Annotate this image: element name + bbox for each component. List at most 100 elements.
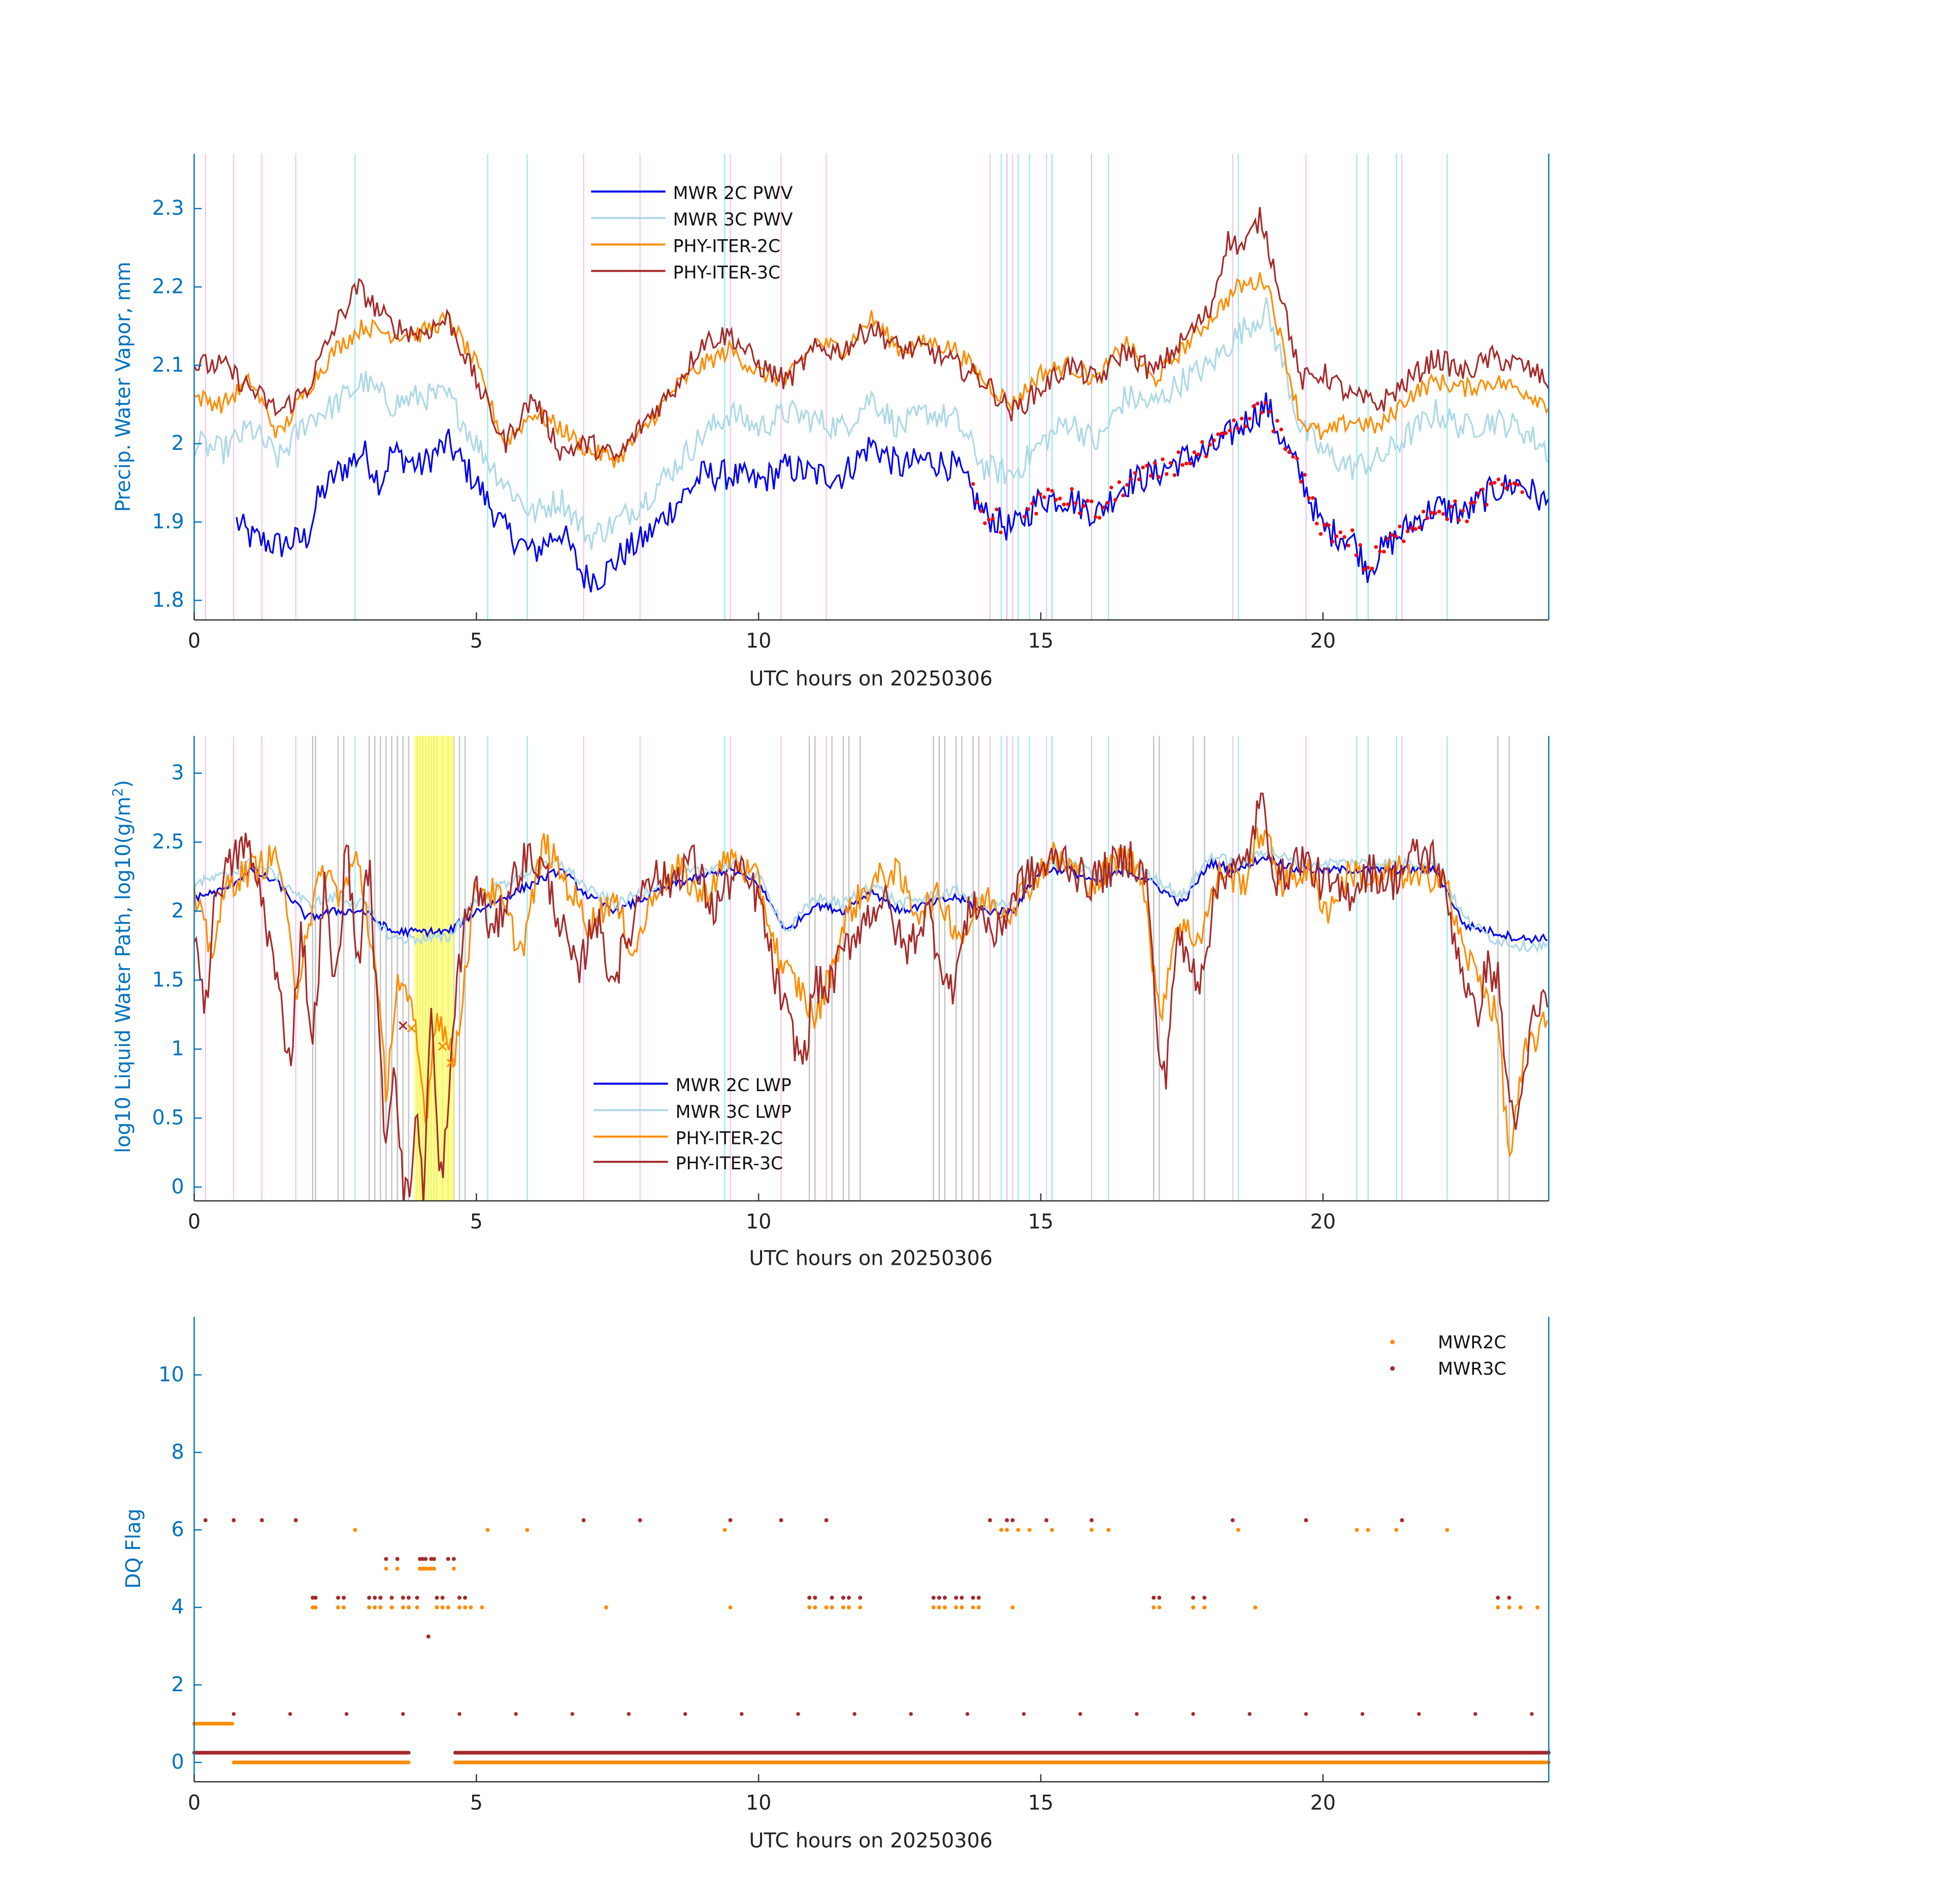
dq-point-mwr3c: [288, 1712, 292, 1716]
dq-point-mwr3c: [1230, 1518, 1235, 1523]
pwv-flag-marker: [1256, 402, 1260, 406]
pwv-flag-marker: [999, 530, 1003, 535]
pwv-flag-marker: [1030, 501, 1034, 506]
pwv-flag-marker: [1275, 419, 1279, 423]
dq-point-mwr3c: [1157, 1595, 1162, 1600]
pwv-flag-marker: [1176, 450, 1180, 454]
dq-point-mwr2c: [485, 1528, 490, 1532]
pwv-flag-marker: [1050, 489, 1054, 493]
pwv-flag-marker: [1382, 549, 1386, 554]
pwv-flag-marker: [1354, 553, 1359, 557]
dq-point-mwr2c: [937, 1605, 941, 1610]
lwp-y-tick-label: 2.5: [152, 830, 184, 853]
pwv-flag-marker: [1188, 462, 1193, 466]
dq-point-mwr3c: [976, 1595, 981, 1600]
dq-legend-label-mwr2c: MWR2C: [1438, 1333, 1506, 1353]
dq-x-tick-label: 0: [188, 1791, 201, 1815]
dq-point-mwr2c: [824, 1605, 829, 1610]
pwv-flag-marker: [1212, 438, 1216, 442]
pwv-flag-marker: [1386, 537, 1390, 541]
pwv-flag-marker: [1485, 503, 1489, 507]
pwv-flag-marker: [1172, 473, 1177, 477]
dq-point-mwr2c: [1394, 1528, 1399, 1532]
pwv-flag-marker: [1097, 516, 1102, 520]
dq-point-mwr2c: [807, 1605, 812, 1610]
dq-point-mwr3c: [813, 1595, 817, 1600]
pwv-flag-marker: [1168, 461, 1173, 465]
pwv-flag-marker: [1437, 509, 1441, 514]
pwv-flag-marker: [1338, 530, 1342, 535]
dq-point-mwr2c: [954, 1605, 959, 1610]
pwv-y-tick-label: 1.8: [152, 588, 184, 612]
pwv-flag-marker: [1129, 477, 1133, 481]
dq-y-tick-label: 2: [171, 1673, 184, 1696]
lwp-x-tick-label: 0: [188, 1210, 201, 1234]
dq-y-tick-label: 8: [171, 1440, 184, 1464]
pwv-flag-marker: [1303, 473, 1307, 477]
lwp-x-marker: [407, 1024, 416, 1033]
pwv-flag-marker: [1362, 567, 1366, 572]
dq-plot-area: [192, 1518, 1551, 1764]
pwv-flag-marker: [1034, 511, 1038, 516]
dq-point-mwr2c: [1366, 1528, 1370, 1532]
dq-point-mwr3c: [1247, 1712, 1252, 1716]
pwv-flag-marker: [1469, 501, 1473, 505]
pwv-flag-marker: [1105, 501, 1109, 505]
dq-point-mwr2c: [401, 1605, 405, 1610]
lwp-highlight-region: [414, 736, 454, 1201]
pwv-flag-marker: [1398, 524, 1402, 529]
pwv-flag-marker: [1196, 452, 1200, 456]
pwv-flag-marker: [1259, 410, 1264, 415]
pwv-series-line: [194, 207, 1549, 462]
dq-point-mwr3c: [1530, 1712, 1534, 1716]
pwv-flag-marker: [1413, 527, 1418, 531]
dq-point-mwr3c: [1191, 1712, 1195, 1716]
dq-point-mwr3c: [1078, 1712, 1082, 1716]
dq-point-mwr3c: [418, 1557, 422, 1561]
dq-y-tick-label: 10: [158, 1363, 184, 1386]
pwv-flag-marker: [1232, 418, 1236, 422]
pwv-flag-marker: [1153, 461, 1157, 465]
dq-point-mwr2c: [373, 1605, 377, 1610]
dq-point-mwr3c: [931, 1595, 936, 1600]
pwv-flag-marker: [1046, 487, 1050, 491]
dq-point-mwr3c: [232, 1518, 236, 1523]
pwv-flag-marker: [1148, 474, 1153, 478]
dq-point-mwr2c: [1106, 1528, 1111, 1532]
dq-legend: MWR2C MWR3C: [1390, 1333, 1506, 1380]
pwv-flag-marker: [1500, 482, 1504, 486]
pwv-flag-marker: [1038, 492, 1042, 497]
dq-point-mwr3c: [401, 1595, 405, 1600]
pwv-flag-marker: [1311, 496, 1315, 500]
dq-point-mwr3c: [1473, 1712, 1477, 1716]
pwv-flag-marker: [1449, 504, 1453, 509]
pwv-flag-marker: [1366, 566, 1370, 570]
pwv-legend-label-phy2c: PHY-ITER-2C: [673, 236, 781, 256]
lwp-x-tick-label: 15: [1028, 1210, 1054, 1234]
dq-point-mwr3c: [395, 1557, 400, 1561]
pwv-flag-marker: [1062, 502, 1066, 507]
pwv-flag-marker: [1342, 535, 1346, 539]
dq-point-mwr2c: [457, 1605, 462, 1610]
pwv-flag-marker: [1066, 502, 1070, 506]
pwv-flag-marker: [1504, 486, 1508, 490]
pwv-flag-marker: [1252, 404, 1256, 408]
dq-point-mwr2c: [1445, 1528, 1450, 1532]
dq-point-mwr3c: [824, 1518, 829, 1523]
pwv-flag-marker: [1394, 534, 1398, 538]
dq-point-mwr3c: [1304, 1518, 1308, 1523]
pwv-panel: 0 5 10 15 20 1.8 1.9 2 2.1 2.2 2.3 UTC hours on 20…: [112, 153, 1550, 691]
lwp-x-marker: [438, 1042, 447, 1051]
dq-point-mwr3c: [807, 1595, 812, 1600]
dq-point-mwr2c: [1050, 1528, 1055, 1532]
pwv-flag-marker: [986, 518, 991, 522]
lwp-y-tick-label: 0: [171, 1175, 184, 1198]
pwv-flag-marker: [1283, 447, 1287, 451]
pwv-flag-marker: [1216, 432, 1220, 436]
pwv-flag-marker: [1334, 534, 1339, 538]
dq-point-mwr3c: [1005, 1518, 1009, 1523]
pwv-flag-marker: [1077, 511, 1082, 515]
dq-x-tick-label: 15: [1028, 1791, 1054, 1815]
pwv-flag-marker: [1117, 480, 1122, 484]
